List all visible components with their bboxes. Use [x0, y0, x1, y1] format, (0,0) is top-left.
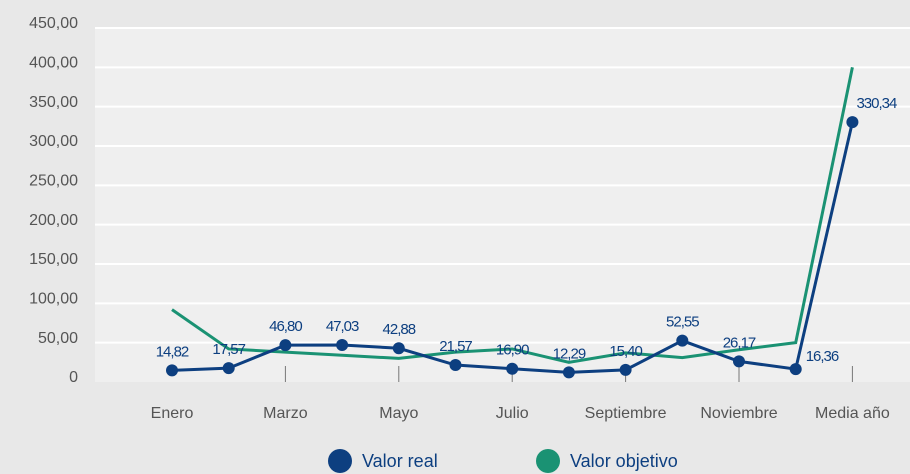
- data-point: [166, 364, 178, 377]
- data-label: 16,90: [496, 342, 529, 359]
- data-point: [449, 359, 462, 372]
- data-label: 42,88: [383, 321, 416, 338]
- y-tick-label: 450,00: [29, 15, 78, 32]
- data-point: [279, 339, 292, 352]
- legend-label: Valor real: [362, 451, 438, 471]
- data-point: [789, 363, 802, 376]
- x-tick-label: Marzo: [263, 405, 308, 422]
- y-tick-label: 250,00: [29, 173, 78, 190]
- data-label: 15,40: [609, 343, 642, 360]
- series-line: [171, 67, 854, 364]
- y-tick-label: 200,00: [29, 212, 78, 229]
- data-point: [336, 339, 349, 352]
- data-point: [676, 334, 689, 347]
- y-tick-label: 0: [69, 369, 78, 386]
- data-label: 52,55: [666, 314, 699, 331]
- data-point: [392, 342, 405, 355]
- y-tick-label: 400,00: [29, 55, 78, 72]
- x-tick-label: Septiembre: [585, 405, 667, 422]
- y-tick-label: 100,00: [29, 291, 78, 308]
- data-point: [619, 363, 632, 376]
- data-point: [506, 362, 519, 375]
- x-tick-label: Noviembre: [700, 405, 777, 422]
- data-label: 330,34: [856, 95, 897, 112]
- data-label: 47,03: [326, 318, 359, 335]
- data-label: 14,82: [156, 343, 189, 360]
- legend-marker: [536, 449, 560, 473]
- x-tick-label: Enero: [151, 405, 194, 422]
- plot-area: [95, 28, 910, 382]
- legend-marker: [328, 449, 352, 473]
- y-tick-label: 350,00: [29, 94, 78, 111]
- y-tick-label: 300,00: [29, 133, 78, 150]
- data-point: [562, 366, 575, 379]
- data-label: 26,17: [723, 334, 756, 351]
- data-point: [846, 116, 859, 129]
- x-tick-label: Julio: [496, 405, 529, 422]
- y-tick-label: 50,00: [38, 330, 78, 347]
- data-label: 46,80: [269, 318, 302, 335]
- data-point: [222, 362, 235, 375]
- legend-label: Valor objetivo: [570, 451, 678, 471]
- data-label: 12,29: [553, 345, 586, 362]
- data-label: 16,36: [806, 348, 839, 365]
- data-point: [733, 355, 745, 368]
- x-tick-label: Mayo: [379, 405, 418, 422]
- y-tick-label: 150,00: [29, 251, 78, 268]
- x-tick-label: Media año: [815, 405, 890, 422]
- data-label: 21,57: [439, 338, 472, 355]
- data-label: 17,57: [212, 341, 245, 358]
